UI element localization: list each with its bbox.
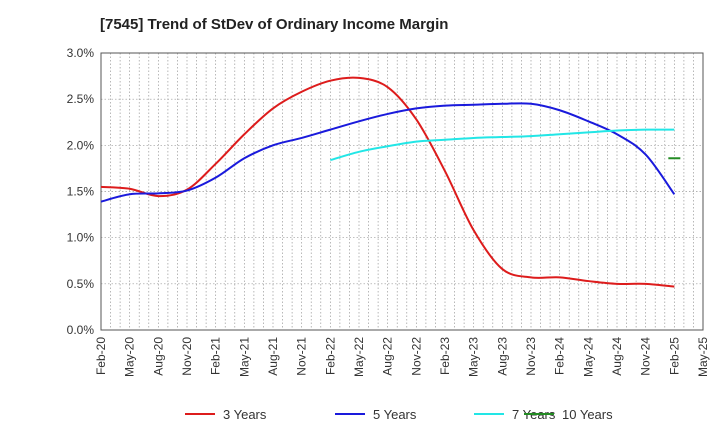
y-tick-label: 3.0% <box>67 46 95 60</box>
legend-label: 3 Years <box>223 407 267 422</box>
legend: 3 Years 5 Years 7 Years 10 Years <box>185 407 613 422</box>
x-tick-label: Aug-21 <box>266 337 280 376</box>
x-tick-label: May-21 <box>237 337 251 377</box>
y-tick-label: 2.5% <box>67 92 95 106</box>
x-tick-label: Feb-24 <box>553 337 567 375</box>
x-tick-label: Nov-24 <box>639 337 653 376</box>
series-line-3 <box>330 128 675 162</box>
grid <box>100 52 704 331</box>
y-tick-label: 0.5% <box>67 277 95 291</box>
plot-border <box>100 52 704 331</box>
x-tick-label: May-25 <box>696 337 710 377</box>
x-tick-label: Feb-21 <box>209 337 223 375</box>
series-line-2 <box>100 102 676 203</box>
x-tick-label: May-24 <box>581 337 595 377</box>
x-tick-label: Aug-20 <box>151 337 165 376</box>
plot-area <box>100 76 681 288</box>
x-tick-label: Nov-22 <box>409 337 423 376</box>
x-tick-label: May-23 <box>467 337 481 377</box>
x-tick-label: May-22 <box>352 337 366 377</box>
chart-title: [7545] Trend of StDev of Ordinary Income… <box>100 16 448 33</box>
x-tick-label: Feb-20 <box>94 337 108 375</box>
y-tick-label: 0.0% <box>67 323 95 337</box>
legend-label: 5 Years <box>373 407 417 422</box>
x-tick-label: Aug-22 <box>381 337 395 376</box>
x-tick-label: Feb-23 <box>438 337 452 375</box>
y-tick-label: 1.5% <box>67 185 95 199</box>
y-tick-label: 1.0% <box>67 231 95 245</box>
legend-label: 10 Years <box>562 407 613 422</box>
x-axis: Feb-20 May-20 Aug-20 Nov-20 Feb-21 May-21 Aug-… <box>94 337 710 377</box>
y-tick-label: 2.0% <box>67 138 95 152</box>
x-tick-label: Feb-22 <box>323 337 337 375</box>
x-tick-label: Aug-23 <box>495 337 509 376</box>
x-tick-label: Aug-24 <box>610 337 624 376</box>
x-tick-label: Nov-21 <box>295 337 309 376</box>
x-tick-label: May-20 <box>123 337 137 377</box>
x-tick-label: Feb-25 <box>667 337 681 375</box>
series-line-1 <box>100 76 675 288</box>
x-tick-label: Nov-23 <box>524 337 538 376</box>
x-tick-label: Nov-20 <box>180 337 194 376</box>
y-axis: 0.0% 0.5% 1.0% 1.5% 2.0% 2.5% 3.0% <box>67 46 95 337</box>
